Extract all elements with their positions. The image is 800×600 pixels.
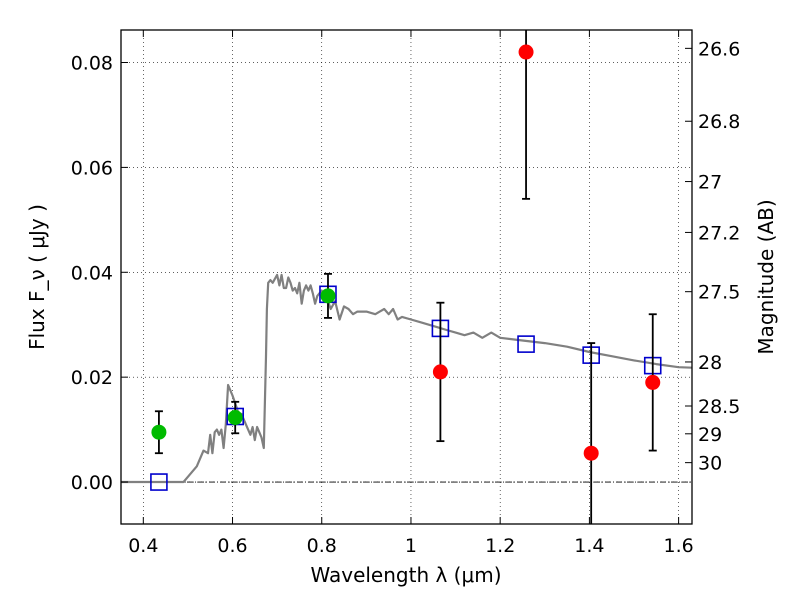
x-tick-label: 1 [405, 535, 417, 557]
y-tick-label: 0.02 [71, 367, 113, 389]
x-tick-label: 0.8 [307, 535, 337, 557]
y-tick-label: 0.06 [71, 157, 113, 179]
y-tick-label: 0.04 [71, 262, 113, 284]
observed-flux-point [583, 445, 599, 461]
observed-flux-point [320, 288, 336, 304]
right-tick-label: 27 [698, 172, 722, 194]
right-axis-title: Magnitude (AB) [754, 199, 778, 354]
model-flux-square [517, 335, 535, 353]
series-layer [121, 30, 692, 524]
y-tick-label: 0.00 [71, 472, 113, 494]
right-tick-label: 26.6 [698, 38, 740, 60]
observed-flux-point [518, 44, 534, 60]
observed-flux-point [227, 410, 243, 426]
right-tick-label: 30 [698, 453, 722, 475]
right-tick-label: 26.8 [698, 111, 740, 133]
x-tick-label: 0.6 [217, 535, 247, 557]
right-tick-label: 28.5 [698, 396, 740, 418]
observed-flux-point [432, 364, 448, 380]
right-tick-label: 29 [698, 424, 722, 446]
y-tick-label: 0.08 [71, 53, 113, 75]
x-tick-label: 1.2 [485, 535, 515, 557]
right-tick-label: 27.5 [698, 282, 740, 304]
plot-frame [120, 29, 693, 525]
x-tick-label: 0.4 [128, 535, 158, 557]
plot-background [121, 30, 692, 524]
y-axis-title: Flux F_ν ( μJy ) [25, 204, 49, 350]
observed-flux-point [151, 424, 167, 440]
x-tick-label: 1.4 [574, 535, 604, 557]
x-tick-label: 1.6 [664, 535, 694, 557]
template-spectrum-line [121, 273, 692, 484]
observed-flux-point [645, 374, 661, 390]
right-tick-label: 28 [698, 352, 722, 374]
model-flux-square [150, 473, 168, 491]
right-tick-label: 27.2 [698, 222, 740, 244]
ticks: 0.4 0.6 0.8 1 1.2 1.4 1.6 0.00 0.02 0.04 0.06 0.08 2… [71, 30, 740, 557]
x-axis-title: Wavelength λ (μm) [310, 563, 501, 587]
